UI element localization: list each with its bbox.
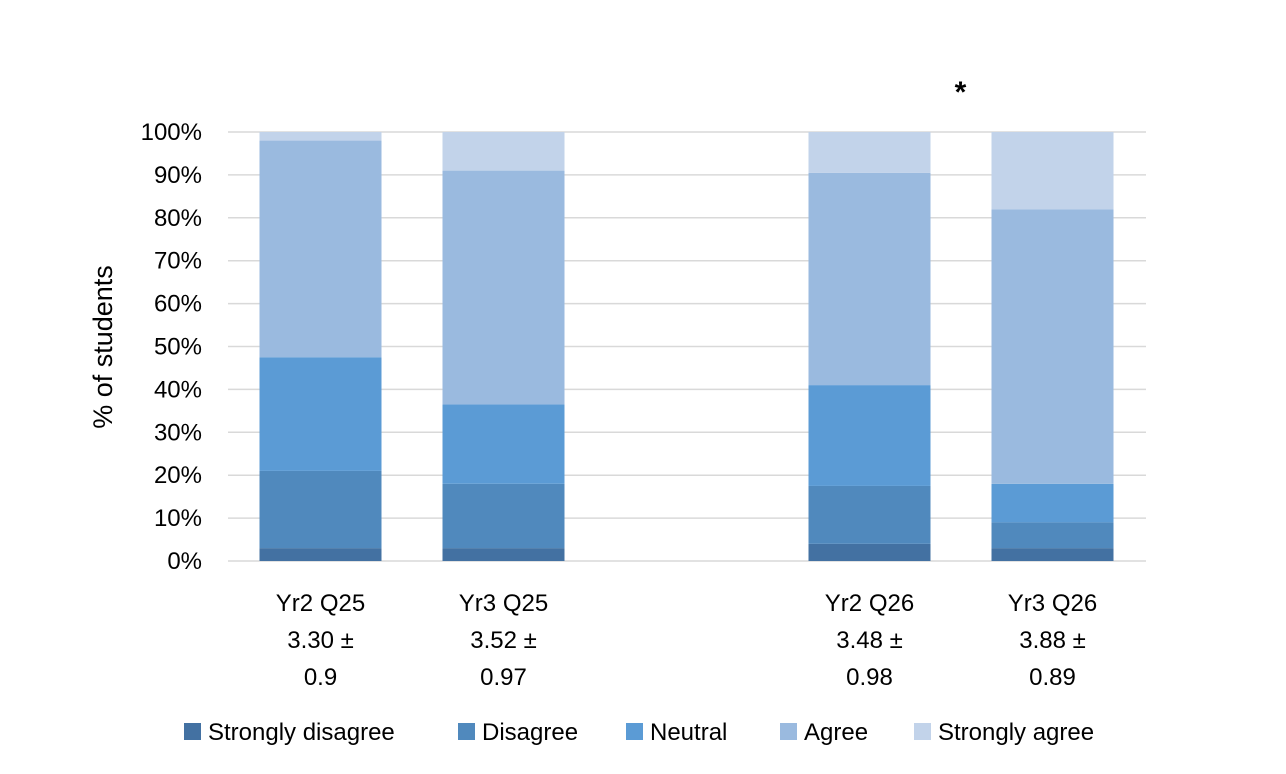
legend-swatch <box>184 723 201 740</box>
bar-segment-strongly-disagree <box>442 548 565 561</box>
y-tick-label: 100% <box>141 119 202 146</box>
y-tick-label: 50% <box>154 334 202 361</box>
bar-segment-strongly-agree <box>442 132 565 171</box>
x-tick-label: 3.52 ± <box>470 627 537 654</box>
y-tick-label: 10% <box>154 505 202 532</box>
x-tick-label: Yr2 Q26 <box>825 590 914 617</box>
x-tick-label: 3.30 ± <box>287 627 354 654</box>
bar-segment-strongly-disagree <box>259 548 382 561</box>
bar-segment-neutral <box>808 385 931 486</box>
bar-segment-agree <box>259 140 382 358</box>
bar-segment-neutral <box>991 483 1114 523</box>
x-tick-label: 0.89 <box>1029 664 1076 691</box>
y-tick-label: 80% <box>154 205 202 232</box>
significance-annotation: * <box>955 76 967 109</box>
y-tick-label: 20% <box>154 462 202 489</box>
legend-label: Strongly disagree <box>208 719 395 746</box>
bar-segment-disagree <box>991 522 1114 549</box>
bar-segment-neutral <box>259 357 382 471</box>
legend-item: Neutral <box>626 719 727 746</box>
y-tick-label: 90% <box>154 162 202 189</box>
y-axis-ticks: 0% 10% 20% 30% 40% 50% 60% 70% 80% 90% 100% <box>141 119 202 575</box>
legend-label: Strongly agree <box>938 719 1094 746</box>
bar-segment-neutral <box>442 404 565 484</box>
bar-segment-disagree <box>259 470 382 549</box>
annotations: * <box>955 76 967 109</box>
legend: Strongly disagree Disagree Neutral Agree Str… <box>184 719 1094 746</box>
x-tick-label: Yr3 Q25 <box>459 590 548 617</box>
y-tick-label: 60% <box>154 291 202 318</box>
y-tick-label: 40% <box>154 376 202 403</box>
x-tick-label: 0.98 <box>846 664 893 691</box>
x-axis-labels: Yr2 Q25 3.30 ± 0.9 Yr3 Q25 3.52 ± 0.97 Yr2 Q26… <box>276 590 1097 691</box>
legend-swatch <box>914 723 931 740</box>
x-tick-label: Yr3 Q26 <box>1008 590 1097 617</box>
bar-segment-strongly-disagree <box>808 543 931 561</box>
legend-item: Strongly disagree <box>184 719 395 746</box>
legend-item: Strongly agree <box>914 719 1094 746</box>
bar-segment-strongly-agree <box>808 132 931 173</box>
legend-swatch <box>458 723 475 740</box>
bar-segment-strongly-agree <box>259 132 382 141</box>
legend-swatch <box>626 723 643 740</box>
bar-segment-agree <box>991 209 1114 484</box>
bar-segment-agree <box>808 172 931 386</box>
bar-segment-disagree <box>808 485 931 544</box>
y-tick-label: 70% <box>154 248 202 275</box>
y-tick-label: 0% <box>167 548 202 575</box>
bar-segment-agree <box>442 170 565 405</box>
y-tick-label: 30% <box>154 419 202 446</box>
legend-swatch <box>780 723 797 740</box>
x-tick-label: Yr2 Q25 <box>276 590 365 617</box>
x-tick-label: 3.88 ± <box>1019 627 1086 654</box>
bars <box>259 132 1114 561</box>
x-tick-label: 3.48 ± <box>836 627 903 654</box>
legend-label: Neutral <box>650 719 727 746</box>
legend-item: Disagree <box>458 719 578 746</box>
bar-segment-disagree <box>442 483 565 549</box>
bar-segment-strongly-agree <box>991 132 1114 210</box>
x-tick-label: 0.9 <box>304 664 337 691</box>
x-tick-label: 0.97 <box>480 664 527 691</box>
legend-label: Agree <box>804 719 868 746</box>
legend-item: Agree <box>780 719 868 746</box>
legend-label: Disagree <box>482 719 578 746</box>
y-axis-label: % of students <box>88 265 118 429</box>
bar-segment-strongly-disagree <box>991 548 1114 561</box>
